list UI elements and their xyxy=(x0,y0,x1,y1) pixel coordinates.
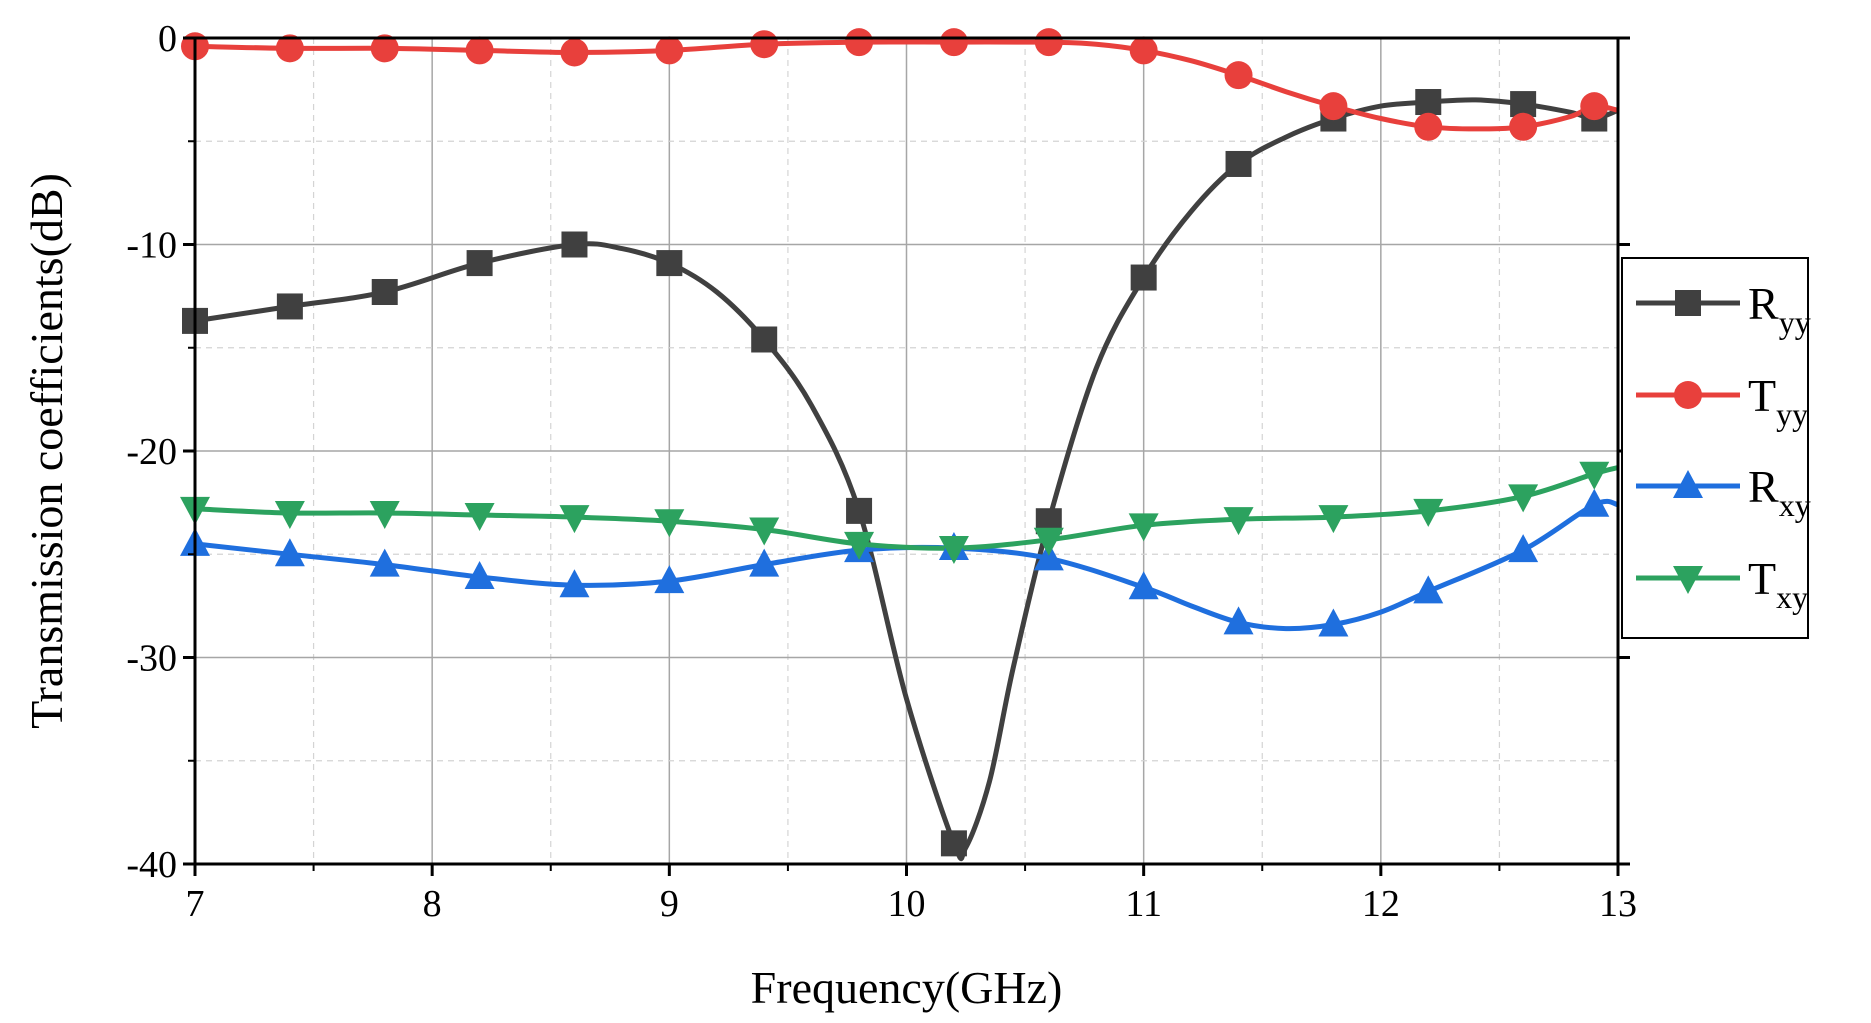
data-point-ryy xyxy=(371,278,398,305)
data-point-ryy xyxy=(1415,89,1442,116)
data-point-rxy xyxy=(1413,575,1444,604)
data-point-rxy xyxy=(559,569,590,598)
data-point-tyy xyxy=(1580,92,1609,121)
data-point-ryy xyxy=(846,497,873,524)
data-point-tyy xyxy=(1509,112,1538,141)
data-point-tyy xyxy=(750,30,779,59)
x-axis-title: Frequency(GHz) xyxy=(751,962,1063,1013)
x-tick-label: 12 xyxy=(1362,883,1400,925)
legend-item-tyy: Tyy xyxy=(1636,370,1808,432)
data-point-txy xyxy=(938,536,969,565)
data-point-txy xyxy=(1223,507,1254,536)
data-point-txy xyxy=(559,505,590,534)
legend-item-ryy: Ryy xyxy=(1636,278,1811,340)
data-point-txy xyxy=(1318,505,1349,534)
data-point-tyy xyxy=(939,28,968,57)
data-point-rxy xyxy=(654,565,685,594)
data-point-rxy xyxy=(1033,542,1064,571)
data-point-tyy xyxy=(275,34,304,63)
legend-label: Ryy xyxy=(1748,278,1811,340)
legend-label: Txy xyxy=(1748,553,1808,615)
data-point-txy xyxy=(654,509,685,538)
data-point-ryy xyxy=(751,326,778,353)
data-point-txy xyxy=(1508,484,1539,513)
data-point-ryy xyxy=(1130,264,1157,291)
data-point-tyy xyxy=(1224,61,1253,90)
data-point-rxy xyxy=(274,538,305,567)
x-tick-label: 13 xyxy=(1599,883,1637,925)
data-point-txy xyxy=(1413,498,1444,527)
data-point-tyy xyxy=(1034,28,1063,57)
legend-marker xyxy=(1674,381,1702,409)
data-point-tyy xyxy=(1129,36,1158,65)
data-point-ryy xyxy=(276,293,303,320)
data-point-ryy xyxy=(656,250,683,277)
legend-marker xyxy=(1675,290,1701,316)
data-point-ryy xyxy=(466,250,493,277)
x-tick-label: 9 xyxy=(660,883,679,925)
legend-item-rxy: Rxy xyxy=(1636,461,1811,523)
data-point-rxy xyxy=(1128,571,1159,600)
y-tick-label: -40 xyxy=(126,844,177,886)
x-tick-label: 11 xyxy=(1125,883,1162,925)
data-point-tyy xyxy=(370,34,399,63)
legend-marker xyxy=(1673,470,1703,498)
data-point-ryy xyxy=(940,830,967,857)
legend: Ryy Tyy Rxy Txy xyxy=(1621,257,1811,639)
data-point-txy xyxy=(274,500,305,529)
data-point-txy xyxy=(1579,461,1610,490)
data-point-ryy xyxy=(561,231,588,258)
data-point-rxy xyxy=(1223,606,1254,635)
data-point-tyy xyxy=(845,28,874,57)
data-point-ryy xyxy=(1510,91,1537,118)
legend-label: Tyy xyxy=(1748,370,1808,432)
data-point-txy xyxy=(464,503,495,532)
data-point-tyy xyxy=(465,36,494,65)
axis-ticks xyxy=(183,36,1630,876)
x-tick-label: 10 xyxy=(888,883,926,925)
x-tick-label: 8 xyxy=(423,883,442,925)
y-tick-label: -20 xyxy=(126,431,177,473)
data-point-txy xyxy=(369,500,400,529)
data-point-tyy xyxy=(655,36,684,65)
tick-labels: 7 8 9 10 11 12 13 0 -10 -20 -30 -40 xyxy=(126,18,1637,925)
data-point-rxy xyxy=(464,560,495,589)
y-tick-label: 0 xyxy=(158,18,177,60)
data-point-txy xyxy=(1128,513,1159,542)
y-tick-label: -30 xyxy=(126,638,177,680)
data-point-txy xyxy=(844,531,875,560)
series-line-ryy xyxy=(194,97,1619,862)
legend-item-txy: Txy xyxy=(1636,553,1808,615)
data-point-ryy xyxy=(1225,150,1252,177)
data-point-tyy xyxy=(1414,112,1443,141)
data-point-txy xyxy=(749,517,780,546)
y-axis-title: Transmission coefficients(dB) xyxy=(21,173,72,729)
data-point-rxy xyxy=(369,548,400,577)
data-point-rxy xyxy=(749,548,780,577)
data-point-txy xyxy=(1033,527,1064,556)
y-tick-label: -10 xyxy=(126,225,177,267)
x-tick-label: 7 xyxy=(186,883,205,925)
series-markers xyxy=(180,28,1610,857)
series-line-tyy xyxy=(194,39,1619,132)
legend-label: Rxy xyxy=(1748,461,1811,523)
data-point-tyy xyxy=(560,38,589,67)
legend-marker xyxy=(1673,566,1703,594)
data-point-rxy xyxy=(1579,488,1610,517)
data-point-rxy xyxy=(1318,608,1349,637)
data-point-rxy xyxy=(1508,534,1539,563)
data-point-tyy xyxy=(1319,92,1348,121)
legend-box xyxy=(1621,257,1809,639)
